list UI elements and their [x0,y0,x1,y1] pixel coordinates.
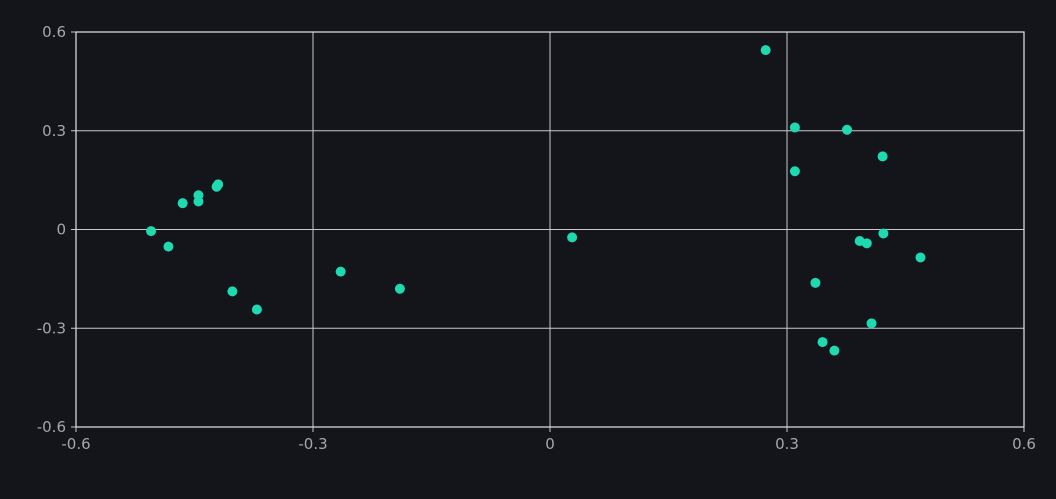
data-point [177,198,188,209]
data-point [193,196,204,207]
x-axis-ticks: -0.6 -0.3 0 0.3 0.6 [61,427,1036,453]
x-tick-label: -0.3 [298,435,327,453]
y-tick-label: 0.6 [42,23,66,41]
data-point [146,226,157,237]
data-point [877,151,888,162]
data-point [878,228,889,239]
data-point [817,337,828,348]
data-point [915,252,926,263]
data-point [829,345,840,356]
data-point [789,166,800,177]
data-points [146,45,926,356]
data-point [163,241,174,252]
y-axis-ticks: 0.6 0.3 0 -0.3 -0.6 [37,23,76,436]
data-point [789,122,800,133]
data-point [213,179,224,190]
data-point [567,232,578,243]
x-tick-label: 0 [545,435,555,453]
x-tick-label: 0.3 [775,435,799,453]
y-tick-label: 0 [56,221,66,239]
data-point [251,304,262,315]
data-point [842,124,853,135]
y-tick-label: 0.3 [42,122,66,140]
x-tick-label: 0.6 [1012,435,1036,453]
data-point [760,45,771,56]
data-point [227,286,238,297]
data-point [861,238,872,249]
y-tick-label: -0.6 [37,418,66,436]
x-tick-label: -0.6 [61,435,90,453]
data-point [335,266,346,277]
data-point [866,318,877,329]
data-point [394,283,405,294]
y-tick-label: -0.3 [37,319,66,337]
data-point [810,277,821,288]
